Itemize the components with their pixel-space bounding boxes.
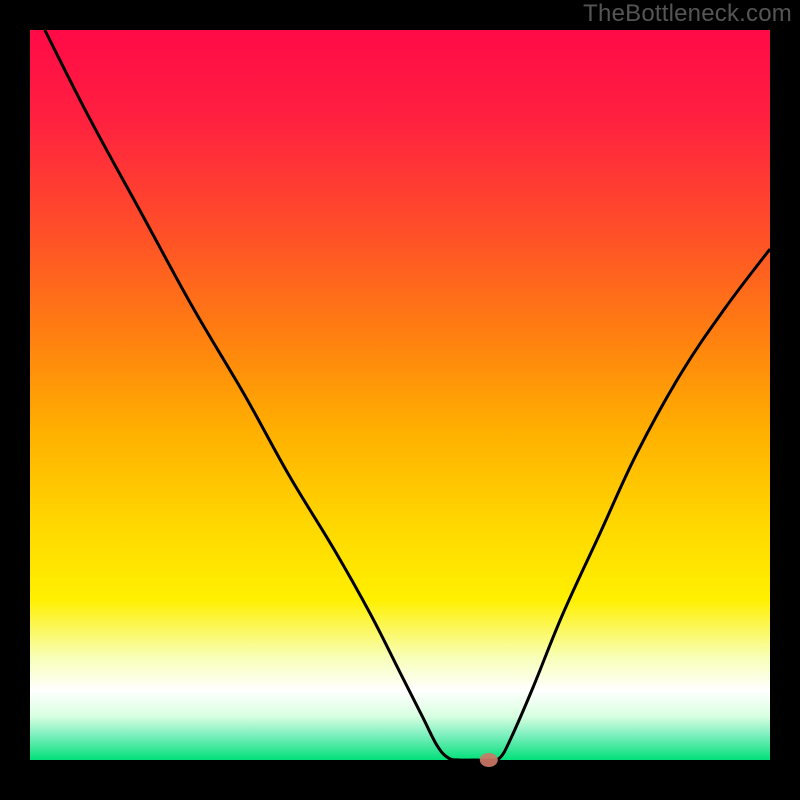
watermark-text: TheBottleneck.com xyxy=(583,0,792,28)
chart-stage: TheBottleneck.com xyxy=(0,0,800,800)
optimal-point-marker xyxy=(480,753,498,767)
chart-gradient-area xyxy=(30,30,770,760)
bottleneck-chart-svg xyxy=(0,0,800,800)
